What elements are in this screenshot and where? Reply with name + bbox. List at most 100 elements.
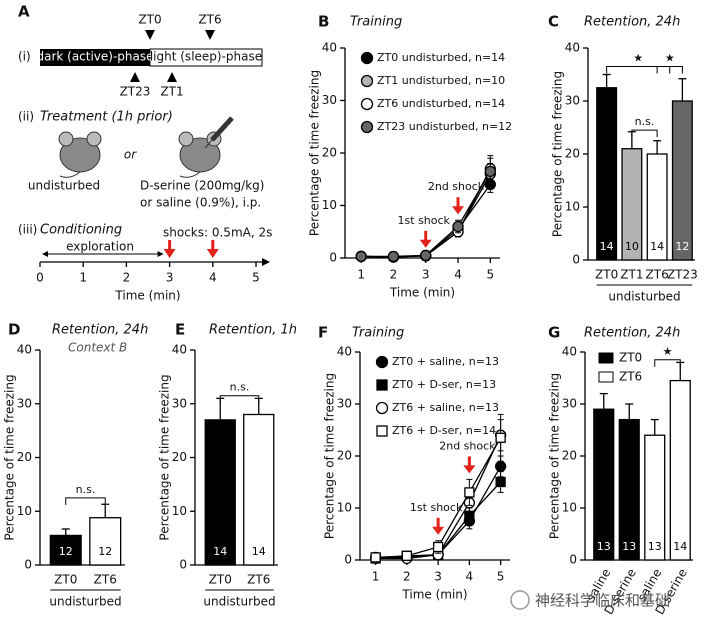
panel-letter: F [318, 324, 328, 342]
shock-label: 2nd shock [428, 180, 485, 193]
y-tick-label: 20 [337, 449, 352, 463]
y-tick-label: 40 [322, 41, 337, 55]
legend-marker [376, 379, 388, 391]
zt-marker [145, 30, 155, 40]
y-tick-label: 20 [565, 147, 580, 161]
y-tick-label: 0 [572, 253, 580, 267]
n-label: 10 [625, 240, 639, 253]
n-label: 14 [252, 545, 266, 558]
legend-marker [376, 425, 388, 437]
legend-label: ZT1 undisturbed, n=10 [377, 74, 505, 87]
significance-bracket [631, 129, 658, 138]
data-point [464, 478, 475, 506]
bar [621, 148, 643, 261]
y-tick-label: 30 [17, 396, 32, 410]
shock-arrow-head [419, 239, 432, 248]
panel-letter: D [8, 321, 20, 339]
bar [671, 100, 693, 261]
bar [618, 418, 640, 561]
y-tick-label: 30 [337, 397, 352, 411]
x-tick-label: ZT23 [667, 268, 698, 282]
zt-marker [205, 30, 215, 40]
y-axis-label: Percentage of time freezing [158, 374, 172, 540]
y-tick-label: 40 [172, 343, 187, 357]
arrowhead [157, 251, 164, 257]
shock-arrow-head [432, 526, 445, 535]
legend-label: ZT0 + D-ser, n=13 [392, 378, 496, 391]
tick-label: 0 [36, 271, 44, 285]
n-label: 12 [675, 240, 689, 253]
bar [644, 434, 666, 561]
watermark-text: 神经科学临床和基础 [535, 592, 670, 610]
y-tick-label: 30 [565, 94, 580, 108]
marker [495, 476, 506, 488]
legend-swatch [598, 371, 614, 383]
x-axis-label: Time (min) [389, 286, 455, 300]
y-tick-label: 20 [322, 146, 337, 160]
legend-label: ZT6 [619, 370, 642, 384]
marker [432, 541, 444, 553]
shock-label: 1st shock [398, 214, 451, 227]
data-point [484, 155, 496, 188]
shock-label: 1st shock [410, 501, 463, 514]
x-tick-label: ZT6 [646, 268, 669, 282]
panel-a-timeline: 0 1 2 3 4 5 Time (min) [36, 240, 270, 303]
data-point [401, 550, 413, 561]
bar [49, 534, 82, 566]
y-axis-label: Percentage of time freezing [551, 71, 565, 237]
watermark: 神经科学临床和基础 [510, 590, 670, 610]
marker [484, 165, 496, 178]
panel-letter: E [175, 321, 185, 339]
group-label: undisturbed [49, 595, 121, 609]
row-title: Conditioning [40, 223, 122, 238]
y-tick-label: 10 [322, 198, 337, 212]
x-tick-label: 1 [372, 570, 380, 584]
x-tick-label: 2 [390, 268, 398, 282]
arrowhead [42, 251, 48, 257]
y-tick-label: 0 [24, 558, 32, 572]
shock-note: shocks: 0.5mA, 2s [163, 226, 272, 240]
treatment-label: undisturbed [28, 179, 100, 193]
marker [494, 460, 507, 473]
data-point [495, 413, 506, 462]
row-index: (i) [18, 50, 31, 64]
data-point [370, 552, 381, 563]
tick-label: 4 [209, 271, 217, 285]
marker [355, 250, 367, 263]
chart-title: Retention, 24h [52, 323, 148, 338]
treatment-label: D-serine (200mg/kg) [140, 179, 264, 193]
y-tick-label: 0 [569, 553, 577, 567]
data-point [355, 250, 367, 263]
significance-bracket [65, 497, 106, 505]
tick-label: 1 [79, 271, 87, 285]
shock-label: 2nd shock [439, 439, 496, 452]
panel-letter: C [548, 13, 559, 31]
dark-phase-bar [40, 49, 150, 66]
bar [593, 408, 615, 561]
shock-arrow [419, 230, 432, 248]
data-point [432, 540, 444, 554]
y-axis-label: Percentage of time freezing [3, 374, 17, 540]
x-tick-label: 5 [497, 570, 505, 584]
panel-letter: G [548, 324, 560, 342]
exploration-label: exploration [66, 240, 134, 254]
timeline-arrowhead [262, 258, 270, 266]
panel-a: A (i) dark (active)-phase light (sleep)-… [18, 3, 272, 254]
shock-arrow [206, 240, 219, 258]
dark-phase-label: dark (active)-phase [36, 50, 153, 64]
legend-label: ZT0 [619, 351, 642, 365]
y-tick-label: 40 [562, 345, 577, 359]
legend-label: ZT0 + saline, n=13 [392, 355, 499, 368]
legend-label: ZT0 undisturbed, n=14 [377, 51, 505, 64]
significance-bracket [219, 395, 260, 403]
significance-label: ★ [663, 345, 673, 358]
light-phase-label: light (sleep)-phase [150, 50, 262, 64]
x-tick-label: 4 [454, 268, 462, 282]
marker [495, 432, 506, 443]
y-tick-label: 40 [337, 345, 352, 359]
syringe-icon [204, 116, 234, 149]
y-tick-label: 0 [344, 553, 352, 567]
light-phase-bar [149, 48, 263, 67]
